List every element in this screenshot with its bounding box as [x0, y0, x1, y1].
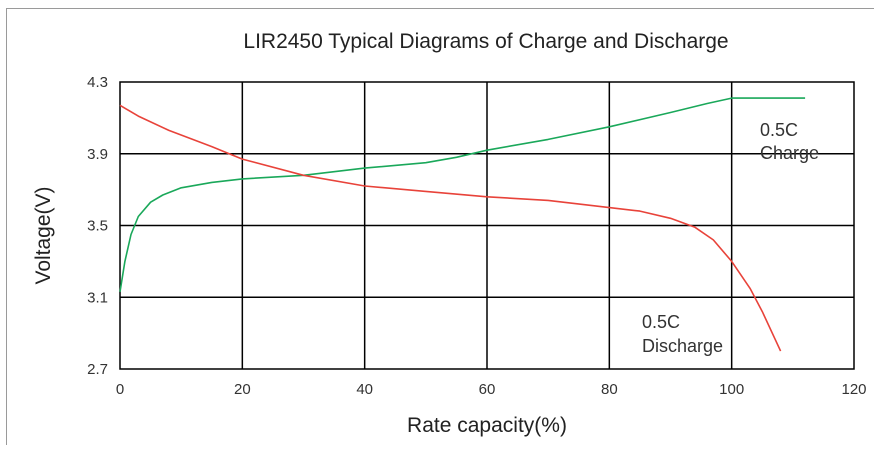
y-tick-label: 4.3 — [87, 74, 108, 91]
y-axis-label: Voltage(V) — [32, 186, 55, 284]
y-tick-label: 2.7 — [87, 361, 108, 378]
chart-frame — [6, 8, 874, 445]
discharge-curve — [119, 104, 782, 352]
discharge-annotation-label: Discharge — [642, 336, 723, 356]
chart-title: LIR2450 Typical Diagrams of Charge and D… — [243, 30, 729, 53]
charge-annotation-label: Charge — [760, 143, 819, 163]
x-tick-label: 120 — [841, 381, 866, 398]
x-tick-label: 0 — [116, 381, 124, 398]
charge-curve — [119, 97, 806, 293]
x-axis-label: Rate capacity(%) — [407, 414, 567, 437]
x-tick-label: 40 — [356, 381, 373, 398]
y-tick-label: 3.9 — [87, 146, 108, 163]
charge-annotation-label: 0.5C — [760, 120, 798, 140]
discharge-annotation-label: 0.5C — [642, 312, 680, 332]
x-tick-label: 60 — [479, 381, 496, 398]
y-tick-label: 3.1 — [87, 289, 108, 306]
x-tick-label: 80 — [601, 381, 618, 398]
x-tick-label: 100 — [719, 381, 744, 398]
y-tick-label: 3.5 — [87, 218, 108, 235]
x-tick-label: 20 — [234, 381, 251, 398]
